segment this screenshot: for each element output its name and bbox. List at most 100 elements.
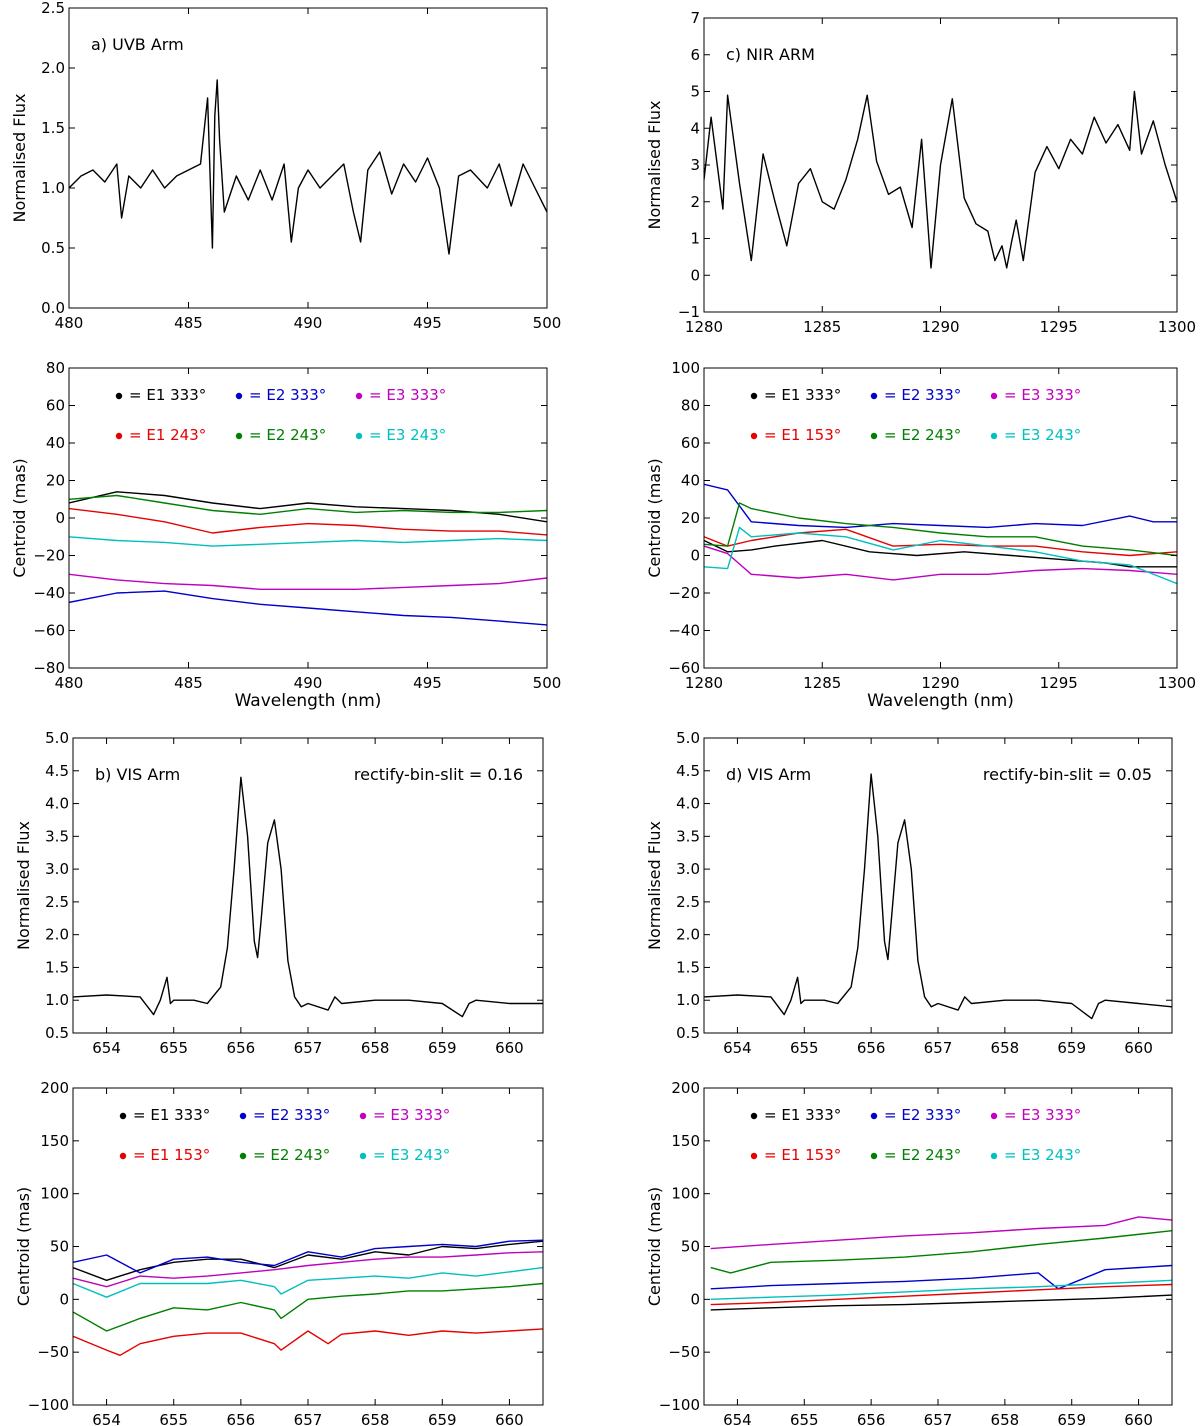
y-tick-label: 3.5 xyxy=(676,827,700,845)
x-tick-label: 1290 xyxy=(921,318,959,336)
series-line-e3-243- xyxy=(73,1266,543,1298)
y-tick-label: 0.5 xyxy=(45,1024,69,1042)
y-tick-label: 2.0 xyxy=(45,926,69,944)
y-tick-label: 1.0 xyxy=(45,991,69,1009)
panel-b: 654 655 656 657 658 659 660 0.5 1.0 1.5 2.0 2.5 3.0 3… xyxy=(14,729,544,1057)
panel-annotation-right: rectify-bin-slit = 0.16 xyxy=(354,765,523,784)
legend-marker xyxy=(750,392,758,400)
x-tick-label: 660 xyxy=(495,1039,524,1057)
y-tick-label: 4 xyxy=(690,119,700,137)
series-group xyxy=(73,1239,543,1357)
y-tick-label: 0 xyxy=(55,509,65,527)
x-tick-label: 1290 xyxy=(921,674,959,692)
x-tick-label: 658 xyxy=(991,1039,1020,1057)
legend-label: = E3 333° xyxy=(1004,1106,1081,1124)
x-tick-label: 1285 xyxy=(803,674,841,692)
x-tick-label: 658 xyxy=(361,1411,390,1426)
series-line-spectrum xyxy=(73,776,543,1018)
x-tick-label: 485 xyxy=(174,314,203,332)
series-line-e2-333- xyxy=(710,1264,1172,1290)
panel-annotation: a) UVB Arm xyxy=(91,35,184,54)
panel-c: 1280 1285 1290 1295 1300 −1 0 1 2 3 4 5 6 7 Normalised… xyxy=(645,9,1196,336)
x-tick-label: 660 xyxy=(1124,1411,1153,1426)
legend-label: = E1 153° xyxy=(764,426,841,444)
x-tick-label: 480 xyxy=(55,314,84,332)
y-tick-label: 2.0 xyxy=(41,59,65,77)
y-tick-label: −40 xyxy=(668,622,700,640)
series-line-e1-333- xyxy=(710,1294,1172,1311)
y-tick-label: 80 xyxy=(46,359,65,377)
legend-label: = E3 333° xyxy=(1004,386,1081,404)
y-tick-label: 0 xyxy=(690,1290,700,1308)
panel-annotation: c) NIR ARM xyxy=(726,45,815,64)
panel-annotation: b) VIS Arm xyxy=(95,765,180,784)
y-tick-label: 200 xyxy=(671,1079,700,1097)
legend-marker xyxy=(115,432,123,440)
legend-label: = E1 333° xyxy=(764,1106,841,1124)
y-tick-label: 0.5 xyxy=(676,1024,700,1042)
y-tick-label: 40 xyxy=(681,472,700,490)
x-tick-label: 658 xyxy=(991,1411,1020,1426)
legend-marker xyxy=(359,1152,367,1160)
x-tick-label: 495 xyxy=(413,314,442,332)
legend-label: = E1 333° xyxy=(129,386,206,404)
y-tick-label: 2.0 xyxy=(676,926,700,944)
series-line-e3-333- xyxy=(69,573,547,590)
series-line-e3-333- xyxy=(73,1251,543,1288)
x-tick-label: 657 xyxy=(294,1411,323,1426)
y-tick-label: −60 xyxy=(668,659,700,677)
series-line-e1-153- xyxy=(710,1283,1172,1306)
series-line-spectrum xyxy=(704,90,1177,269)
x-tick-label: 655 xyxy=(790,1039,819,1057)
legend-label: = E2 333° xyxy=(884,1106,961,1124)
legend-label: = E2 243° xyxy=(249,426,326,444)
panel-d: 654 655 656 657 658 659 660 0.5 1.0 1.5 2.0 2.5 3.0 3… xyxy=(645,729,1173,1057)
y-tick-label: 5 xyxy=(690,83,700,101)
y-tick-label: 5.0 xyxy=(676,729,700,747)
x-tick-label: 658 xyxy=(361,1039,390,1057)
x-tick-label: 1300 xyxy=(1158,674,1196,692)
y-tick-label: 1 xyxy=(690,230,700,248)
panel-nir-centroid: 1280 1285 1290 1295 1300 −60 −40 −20 0 20 40 60 80 10… xyxy=(645,359,1196,711)
axes-frame xyxy=(703,367,1178,669)
y-tick-label: 5.0 xyxy=(45,729,69,747)
y-tick-label: −60 xyxy=(33,622,65,640)
legend-label: = E2 243° xyxy=(884,426,961,444)
x-tick-label: 1295 xyxy=(1040,674,1078,692)
legend-label: = E2 243° xyxy=(253,1146,330,1164)
y-tick-label: −20 xyxy=(668,584,700,602)
legend-marker xyxy=(990,392,998,400)
x-tick-label: 654 xyxy=(723,1411,752,1426)
x-tick-label: 656 xyxy=(227,1039,256,1057)
legend-marker xyxy=(239,1112,247,1120)
y-tick-label: 7 xyxy=(690,9,700,27)
x-tick-label: 500 xyxy=(533,314,562,332)
y-tick-label: 40 xyxy=(46,434,65,452)
legend-marker xyxy=(750,1112,758,1120)
x-tick-label: 659 xyxy=(428,1411,457,1426)
legend-marker xyxy=(235,392,243,400)
x-tick-label: 495 xyxy=(413,674,442,692)
y-axis-label: Centroid (mas) xyxy=(645,1187,664,1306)
legend-label: = E2 333° xyxy=(253,1106,330,1124)
x-tick-label: 655 xyxy=(159,1039,188,1057)
y-tick-label: −50 xyxy=(37,1343,69,1361)
y-tick-label: 20 xyxy=(681,509,700,527)
legend-label: = E3 243° xyxy=(369,426,446,444)
legend-marker xyxy=(119,1112,127,1120)
legend-marker xyxy=(870,1112,878,1120)
y-tick-label: 80 xyxy=(681,397,700,415)
legend-label: = E1 333° xyxy=(133,1106,210,1124)
y-axis-label: Centroid (mas) xyxy=(10,458,29,577)
series-line-e3-243- xyxy=(710,1279,1172,1300)
panel-a: 480 485 490 495 500 0.0 0.5 1.0 1.5 2.0 2.5 Normali… xyxy=(10,0,561,332)
legend-label: = E2 333° xyxy=(884,386,961,404)
y-tick-label: −40 xyxy=(33,584,65,602)
series-line-e3-333- xyxy=(710,1216,1172,1250)
series-group xyxy=(704,90,1177,269)
legend-label: = E3 243° xyxy=(1004,426,1081,444)
x-axis-label: Wavelength (nm) xyxy=(235,691,382,711)
y-tick-label: −20 xyxy=(33,547,65,565)
panel-annotation: d) VIS Arm xyxy=(726,765,811,784)
series-group xyxy=(69,491,547,626)
